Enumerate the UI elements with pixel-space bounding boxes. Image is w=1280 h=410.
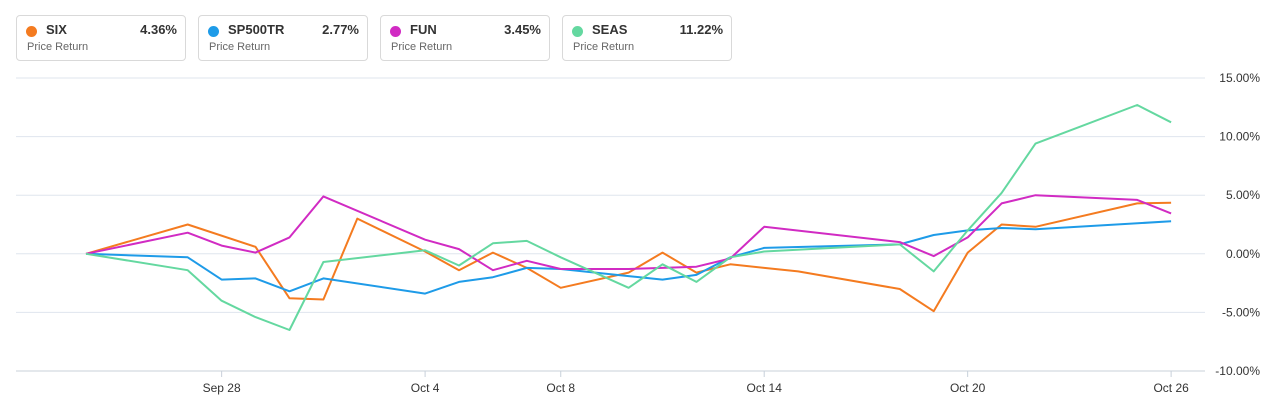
series-color-dot-icon — [572, 26, 583, 37]
legend-change: 11.22% — [679, 22, 723, 37]
y-tick-label: -5.00% — [1222, 305, 1260, 319]
series-color-dot-icon — [390, 26, 401, 37]
x-tick-label: Sep 28 — [203, 381, 241, 395]
legend-ticker: SIX — [46, 22, 67, 37]
legend-card-seas[interactable]: SEAS 11.22% Price Return — [562, 15, 732, 61]
y-tick-label: 0.00% — [1226, 247, 1260, 261]
legend-subtitle: Price Return — [391, 41, 453, 53]
legend-card-sp500tr[interactable]: SP500TR 2.77% Price Return — [198, 15, 368, 61]
y-tick-label: -10.00% — [1215, 364, 1260, 378]
series-line-sp500tr[interactable] — [85, 220, 1172, 295]
legend-subtitle: Price Return — [209, 41, 271, 53]
legend-change: 3.45% — [504, 22, 541, 37]
x-tick-label: Oct 26 — [1153, 381, 1189, 395]
x-tick-label: Oct 14 — [747, 381, 783, 395]
x-tick-label: Oct 4 — [411, 381, 440, 395]
legend-change: 2.77% — [322, 22, 359, 37]
legend-subtitle: Price Return — [573, 41, 635, 53]
legend-ticker: SEAS — [592, 22, 628, 37]
x-tick-label: Oct 20 — [950, 381, 986, 395]
series-color-dot-icon — [26, 26, 37, 37]
series-line-six[interactable] — [85, 201, 1172, 313]
series-line-fun[interactable] — [85, 194, 1172, 272]
y-tick-label: 5.00% — [1226, 188, 1260, 202]
legend-ticker: SP500TR — [228, 22, 285, 37]
series-lines — [85, 104, 1172, 331]
y-tick-label: 15.00% — [1219, 71, 1260, 85]
legend-card-fun[interactable]: FUN 3.45% Price Return — [380, 15, 550, 61]
series-color-dot-icon — [208, 26, 219, 37]
grid-lines — [16, 77, 1205, 372]
legend-change: 4.36% — [140, 22, 177, 37]
y-axis: 15.00% 10.00% 5.00% 0.00% -5.00% -10.00% — [1215, 71, 1260, 378]
y-tick-label: 10.00% — [1219, 130, 1260, 144]
legend-subtitle: Price Return — [27, 41, 89, 53]
x-axis: Sep 28 Oct 4 Oct 8 Oct 14 Oct 20 Oct 26 — [16, 370, 1205, 395]
x-tick-label: Oct 8 — [546, 381, 575, 395]
legend-card-six[interactable]: SIX 4.36% Price Return — [16, 15, 186, 61]
series-line-seas[interactable] — [85, 104, 1172, 331]
legend-ticker: FUN — [410, 22, 437, 37]
